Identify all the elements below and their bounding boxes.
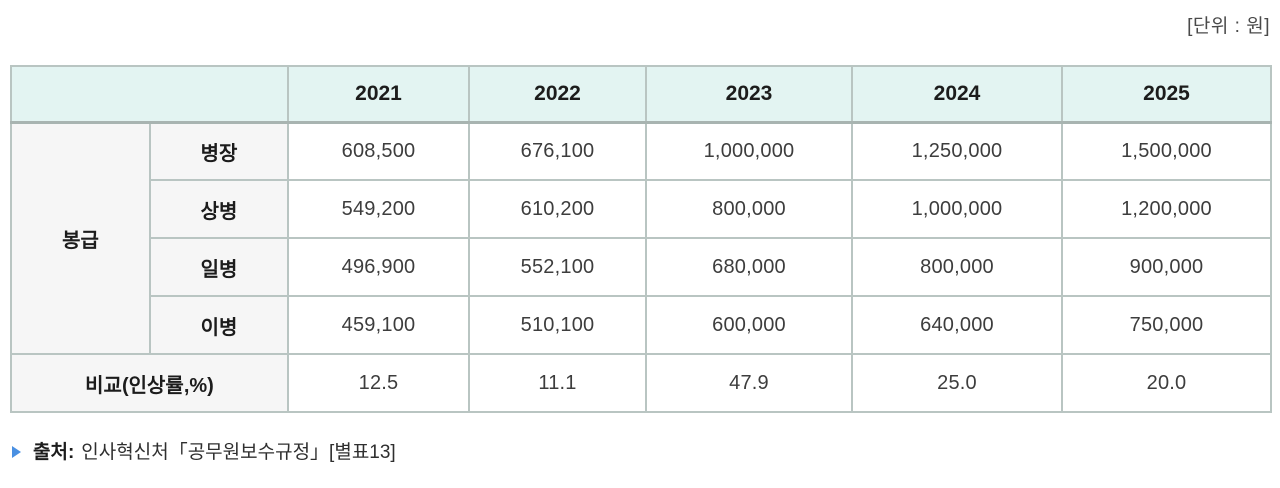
- value-cell: 750,000: [1061, 295, 1272, 355]
- value-cell: 610,200: [468, 179, 647, 239]
- value-cell: 25.0: [851, 353, 1063, 413]
- value-cell: 800,000: [645, 179, 853, 239]
- rank-label-ilbyeong: 일병: [149, 237, 289, 297]
- value-cell: 496,900: [287, 237, 470, 297]
- table-row: 이병 459,100 510,100 600,000 640,000 750,0…: [11, 295, 1272, 355]
- value-cell: 12.5: [287, 353, 470, 413]
- table-row: 일병 496,900 552,100 680,000 800,000 900,0…: [11, 237, 1272, 297]
- value-cell: 510,100: [468, 295, 647, 355]
- unit-note: [단위 : 원]: [1187, 16, 1270, 37]
- value-cell: 552,100: [468, 237, 647, 297]
- value-cell: 1,500,000: [1061, 121, 1272, 181]
- value-cell: 680,000: [645, 237, 853, 297]
- source-label: 출처:: [33, 442, 75, 463]
- value-cell: 608,500: [287, 121, 470, 181]
- value-cell: 459,100: [287, 295, 470, 355]
- value-cell: 1,000,000: [645, 121, 853, 181]
- value-cell: 1,250,000: [851, 121, 1063, 181]
- value-cell: 1,200,000: [1061, 179, 1272, 239]
- table-row: 상병 549,200 610,200 800,000 1,000,000 1,2…: [11, 179, 1272, 239]
- header-row: 2021 2022 2023 2024 2025: [10, 65, 1272, 124]
- year-header-2023: 2023: [645, 65, 853, 124]
- right-triangle-bullet-icon: [12, 445, 21, 458]
- value-cell: 600,000: [645, 295, 853, 355]
- table-row: 봉급 병장 608,500 676,100 1,000,000 1,250,00…: [10, 121, 1272, 355]
- value-cell: 676,100: [468, 121, 647, 181]
- value-cell: 11.1: [468, 353, 647, 413]
- year-header-2021: 2021: [287, 65, 470, 124]
- year-header-2025: 2025: [1061, 65, 1272, 124]
- rank-label-byeongjang: 병장: [149, 121, 289, 181]
- comparison-row: 비교(인상률,%) 12.5 11.1 47.9 25.0 20.0: [10, 353, 1272, 413]
- comparison-label: 비교(인상률,%): [10, 353, 289, 413]
- table-corner-cell: [10, 65, 289, 124]
- source-text: 인사혁신처「공무원보수규정」[별표13]: [81, 442, 396, 463]
- source-line: 출처: 인사혁신처「공무원보수규정」[별표13]: [10, 437, 396, 464]
- value-cell: 800,000: [851, 237, 1063, 297]
- year-header-2024: 2024: [851, 65, 1063, 124]
- value-cell: 900,000: [1061, 237, 1272, 297]
- value-cell: 47.9: [645, 353, 853, 413]
- value-cell: 549,200: [287, 179, 470, 239]
- group-label-salary: 봉급: [10, 121, 151, 355]
- value-cell: 640,000: [851, 295, 1063, 355]
- rank-label-ibyeong: 이병: [149, 295, 289, 355]
- rank-label-sangbyeong: 상병: [149, 179, 289, 239]
- military-pay-table: 2021 2022 2023 2024 2025 봉급 병장 608,500 6…: [10, 65, 1272, 413]
- value-cell: 20.0: [1061, 353, 1272, 413]
- year-header-2022: 2022: [468, 65, 647, 124]
- value-cell: 1,000,000: [851, 179, 1063, 239]
